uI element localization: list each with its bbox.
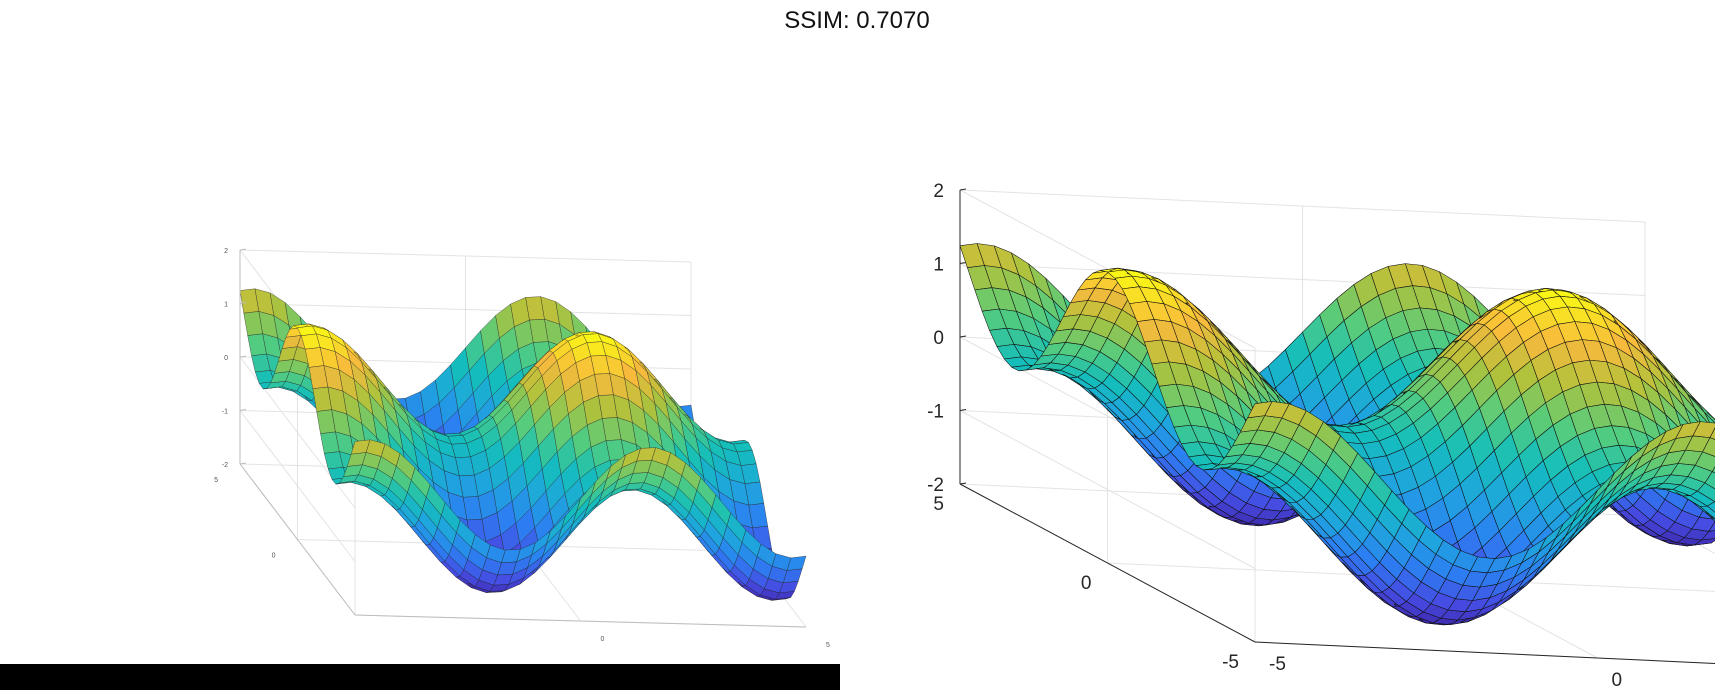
left-z-tick-mark	[239, 355, 247, 358]
left-z-tick-label: -2	[222, 462, 228, 469]
right-surface-facet	[1709, 427, 1715, 440]
right-z-tick-mark	[959, 335, 967, 338]
left-z-tick-mark	[239, 462, 247, 465]
right-y-axis-line	[959, 483, 1256, 643]
right-surface-facet	[1707, 501, 1715, 513]
right-z-tick-mark	[959, 482, 967, 485]
right-x-axis-line	[1254, 641, 1715, 664]
left-z-tick-label: 2	[224, 248, 228, 255]
left-z-tick-label: -1	[222, 409, 228, 416]
left-surface-facet	[786, 555, 807, 571]
right-surface-facet	[1709, 515, 1715, 522]
right-grid-line-y	[1254, 641, 1715, 664]
left-z-tick-mark	[239, 302, 247, 304]
left-z-tick-mark	[239, 409, 247, 411]
right-surface-facet	[1699, 505, 1715, 520]
left-y-tick-label: 0	[272, 553, 276, 560]
right-tick-labels: 210-1-250-5-505	[927, 181, 1623, 690]
right-y-tick-label: 0	[1081, 573, 1092, 594]
right-z-tick-label: -1	[927, 402, 944, 423]
left-y-tick-label: 5	[214, 477, 218, 484]
right-y-tick-label: -5	[1222, 652, 1239, 673]
left-x-tick-label: 5	[826, 642, 830, 649]
right-z-tick-mark	[959, 262, 967, 264]
right-z-tick-label: 0	[933, 328, 944, 349]
left-surface	[239, 288, 807, 601]
left-x-tick-label: 0	[601, 636, 605, 643]
right-surface-facet	[1708, 521, 1715, 532]
right-z-tick-mark	[959, 409, 967, 411]
right-surface-facet	[1706, 412, 1715, 420]
left-z-tick-mark	[239, 248, 247, 251]
left-z-tick-label: 1	[224, 302, 228, 309]
right-surface-facet	[1702, 437, 1715, 457]
right-y-tick-label: 5	[933, 494, 944, 515]
left-surface-plot: 2 1 0 -1 -2 0 5 0 5	[214, 248, 830, 649]
right-x-tick-label: 0	[1612, 670, 1623, 690]
right-z-tick-label: 1	[933, 255, 944, 276]
right-surface-facet	[1704, 471, 1715, 490]
left-x-axis-line	[354, 614, 807, 628]
figure-title: SSIM: 0.7070	[784, 7, 929, 34]
left-tick-labels: 2 1 0 -1 -2 0 5 0 5	[214, 248, 830, 649]
right-x-tick-label: -5	[1269, 654, 1286, 675]
right-surface	[959, 243, 1715, 626]
left-z-tick-label: 0	[224, 355, 228, 362]
bottom-black-bar	[0, 664, 840, 690]
right-z-tick-label: 2	[933, 181, 944, 202]
left-y-axis-line	[239, 463, 356, 616]
right-z-tick-mark	[959, 188, 967, 191]
right-surface-facet	[1701, 530, 1715, 541]
right-surface-plot: 210-1-250-5-505	[927, 181, 1715, 690]
right-z-tick-label: -2	[927, 475, 944, 496]
